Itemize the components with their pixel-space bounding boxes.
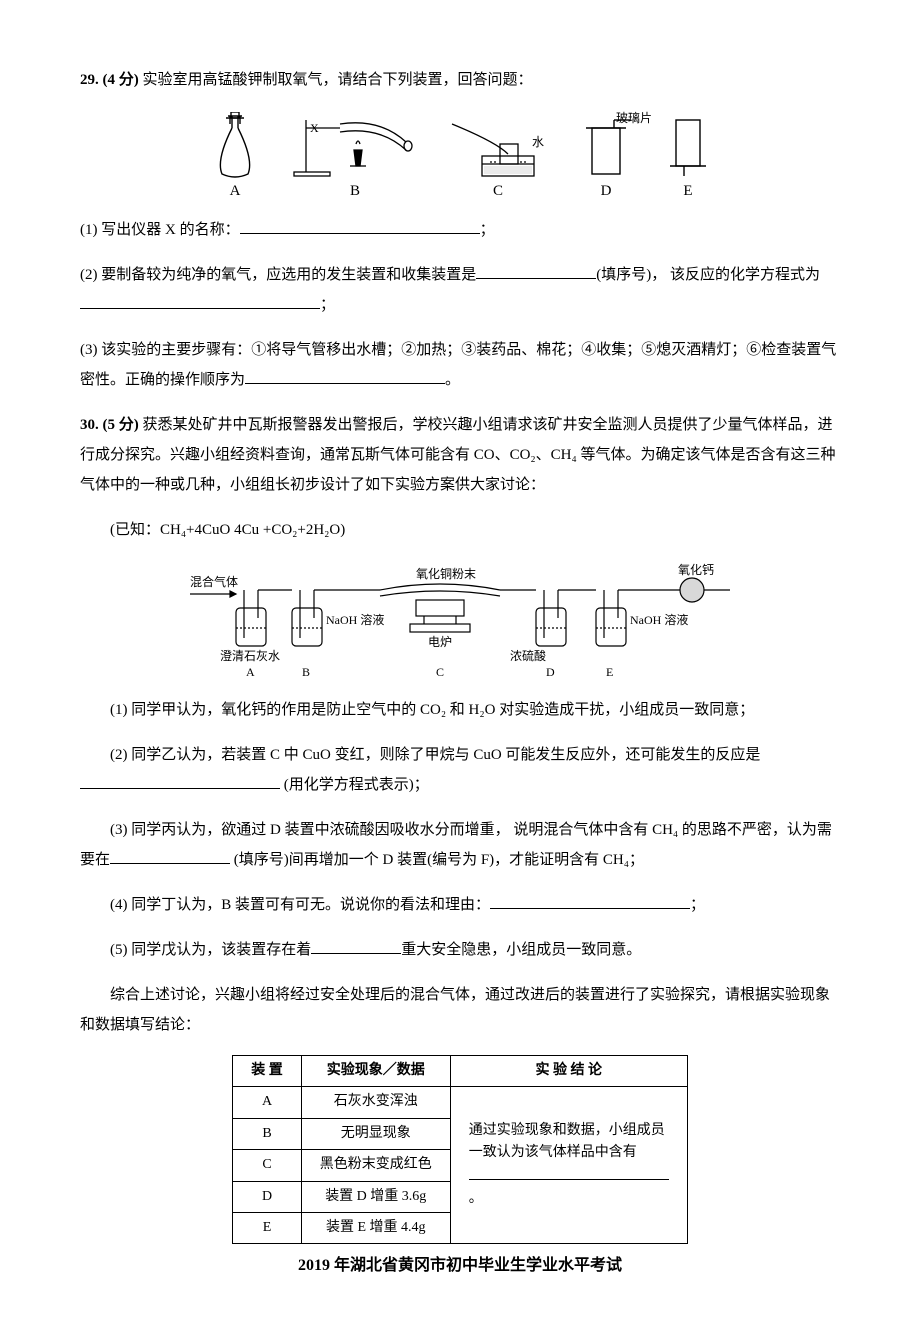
fig-e-label: E (683, 182, 692, 200)
fig-c: 水 C (448, 116, 548, 200)
q30-num: 30. (5 分) (80, 417, 139, 433)
q29-figures: A X (80, 110, 840, 200)
lab-c: C (436, 665, 444, 679)
q29-text: 实验室用高锰酸钾制取氧气，请结合下列装置，回答问题： (139, 72, 533, 88)
q30-p2-a: (2) 同学乙认为，若装置 C 中 CuO 变红，则除了甲烷与 CuO 可能发生… (110, 747, 760, 763)
blank (245, 368, 445, 384)
blank (80, 293, 320, 309)
q30-p3-b: (填序号)间再增加一个 D 装置(编号为 F)，才能证明含有 CH₄； (230, 852, 644, 868)
cell: A (233, 1087, 302, 1118)
q30-p3: (3) 同学丙认为，欲通过 D 装置中浓硫酸因吸收水分而增重， 说明混合气体中含… (80, 815, 840, 875)
q30-heading: 30. (5 分) 获悉某处矿井中瓦斯报警器发出警报后，学校兴趣小组请求该矿井安… (80, 410, 840, 500)
th-conclusion: 实 验 结 论 (450, 1056, 687, 1087)
th-device: 装 置 (233, 1056, 302, 1087)
blank (240, 218, 480, 234)
q29-p2-a: (2) 要制备较为纯净的氧气，应选用的发生装置和收集装置是 (80, 267, 476, 283)
q30-p4-b: ； (690, 897, 705, 913)
blank (490, 893, 690, 909)
flask-icon (208, 112, 262, 180)
q30-p1: (1) 同学甲认为，氧化钙的作用是防止空气中的 CO₂ 和 H₂O 对实验造成干… (80, 695, 840, 725)
footer-title: 2019 年湖北省黄冈市初中毕业生学业水平考试 (80, 1250, 840, 1282)
q29-p1-b: ； (480, 222, 495, 238)
conclusion-cell: 通过实验现象和数据，小组成员一致认为该气体样品中含有。 (450, 1087, 687, 1244)
q29-p2-d: ； (320, 297, 335, 313)
annot-naoh2: NaOH 溶液 (630, 612, 688, 627)
annot-cao: 氧化钙 (678, 563, 714, 577)
q30-p2: (2) 同学乙认为，若装置 C 中 CuO 变红，则除了甲烷与 CuO 可能发生… (80, 740, 840, 800)
q29-num: 29. (4 分) (80, 72, 139, 88)
q29-p2-c: 该反应的化学方程式为 (670, 267, 820, 283)
fig-e: E (664, 114, 712, 200)
q30-p5-b: 重大安全隐患，小组成员一致同意。 (401, 942, 641, 958)
cell: E (233, 1212, 302, 1243)
apparatus-diagram-icon: 混合气体 氧化铜粉末 氧化钙 澄清石灰水 NaOH 溶液 电炉 浓硫酸 NaOH… (180, 560, 740, 680)
fig-a-label: A (230, 182, 241, 200)
q29-heading: 29. (4 分) 实验室用高锰酸钾制取氧气，请结合下列装置，回答问题： (80, 65, 840, 95)
lab-b: B (302, 665, 310, 679)
q29-p2-b: (填序号)， (596, 267, 666, 283)
cell: 装置 E 增重 4.4g (301, 1212, 450, 1243)
q29: 29. (4 分) 实验室用高锰酸钾制取氧气，请结合下列装置，回答问题： A (80, 65, 840, 395)
q29-p2: (2) 要制备较为纯净的氧气，应选用的发生装置和收集装置是 (填序号)， 该反应的… (80, 260, 840, 320)
annot-h2so4: 浓硫酸 (510, 648, 546, 663)
annot-in-gas: 混合气体 (190, 574, 238, 589)
annot-water: 水 (532, 130, 544, 154)
fig-b: X B (290, 110, 420, 200)
fig-c-label: C (493, 182, 503, 200)
q30-p5-a: (5) 同学戊认为，该装置存在着 (110, 942, 311, 958)
inverted-jar-icon (664, 114, 712, 180)
q29-p3: (3) 该实验的主要步骤有：①将导气管移出水槽；②加热；③装药品、棉花；④收集；… (80, 335, 840, 395)
annot-naoh1: NaOH 溶液 (326, 612, 384, 627)
blank (311, 938, 401, 954)
fig-b-label: B (350, 182, 360, 200)
q30-p5: (5) 同学戊认为，该装置存在着 重大安全隐患，小组成员一致同意。 (80, 935, 840, 965)
th-phenom: 实验现象／数据 (301, 1056, 450, 1087)
q30-text: 获悉某处矿井中瓦斯报警器发出警报后，学校兴趣小组请求该矿井安全监测人员提供了少量… (80, 417, 835, 493)
q30-diagram: 混合气体 氧化铜粉末 氧化钙 澄清石灰水 NaOH 溶液 电炉 浓硫酸 NaOH… (80, 560, 840, 680)
table-row-head: 装 置 实验现象／数据 实 验 结 论 (233, 1056, 688, 1087)
blank (476, 263, 596, 279)
lab-d: D (546, 665, 555, 679)
cell: B (233, 1118, 302, 1149)
q30-p2-b: (用化学方程式表示)； (280, 777, 429, 793)
blank (110, 848, 230, 864)
lab-e: E (606, 665, 613, 679)
results-table: 装 置 实验现象／数据 实 验 结 论 A 石灰水变浑浊 通过实验现象和数据，小… (232, 1055, 688, 1244)
q30-p4: (4) 同学丁认为，B 装置可有可无。说说你的看法和理由： ； (80, 890, 840, 920)
conclusion-text: 通过实验现象和数据，小组成员一致认为该气体样品中含有 (469, 1123, 665, 1160)
cell: 黑色粉末变成红色 (301, 1150, 450, 1181)
annot-lime: 澄清石灰水 (220, 648, 280, 663)
annot-x: X (310, 116, 319, 140)
cell: 石灰水变浑浊 (301, 1087, 450, 1118)
cell: D (233, 1181, 302, 1212)
fig-a: A (208, 112, 262, 200)
q30-known: (已知：CH₄+4CuO 4Cu +CO₂+2H₂O) (80, 515, 840, 545)
blank (469, 1165, 669, 1180)
conclusion-end: 。 (469, 1191, 483, 1206)
table-row: A 石灰水变浑浊 通过实验现象和数据，小组成员一致认为该气体样品中含有。 (233, 1087, 688, 1118)
q29-p1-a: (1) 写出仪器 X 的名称： (80, 222, 240, 238)
blank (80, 773, 280, 789)
cell: 无明显现象 (301, 1118, 450, 1149)
lab-a: A (246, 665, 255, 679)
cell: 装置 D 增重 3.6g (301, 1181, 450, 1212)
cell: C (233, 1150, 302, 1181)
fig-d: 玻璃片 D (576, 114, 636, 200)
annot-cuo: 氧化铜粉末 (416, 566, 476, 581)
q30-p6: 综合上述讨论，兴趣小组将经过安全处理后的混合气体，通过改进后的装置进行了实验探究… (80, 980, 840, 1040)
q29-p3-b: 。 (445, 372, 460, 388)
fig-d-label: D (601, 182, 612, 200)
q30-p4-a: (4) 同学丁认为，B 装置可有可无。说说你的看法和理由： (110, 897, 490, 913)
q29-p1: (1) 写出仪器 X 的名称： ； (80, 215, 840, 245)
annot-glass: 玻璃片 (616, 106, 652, 130)
q30: 30. (5 分) 获悉某处矿井中瓦斯报警器发出警报后，学校兴趣小组请求该矿井安… (80, 410, 840, 1282)
annot-furnace: 电炉 (428, 635, 452, 649)
